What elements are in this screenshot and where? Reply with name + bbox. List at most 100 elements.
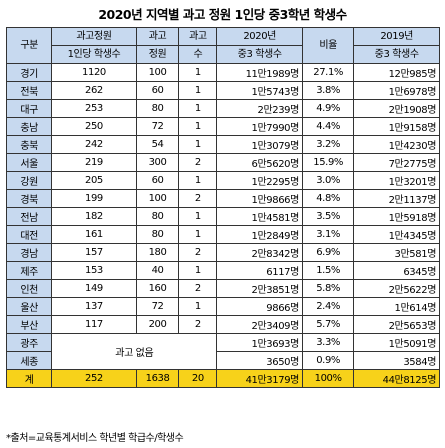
students-2020-cell: 6117명 bbox=[216, 261, 303, 280]
seats-cell: 80 bbox=[135, 99, 180, 118]
table-title: 2020년 지역별 과고 정원 1인당 중3학년 학생수 bbox=[98, 7, 347, 22]
per-seat-cell: 262 bbox=[51, 81, 137, 100]
header-2019-line2: 중3 학생수 bbox=[353, 45, 440, 64]
ratio-cell: 6.9% bbox=[301, 243, 355, 262]
table-row: 서울 219 300 2 6만5620명 15.9% 7만2775명 bbox=[5, 153, 440, 172]
seats-cell: 300 bbox=[135, 153, 180, 172]
seats-cell: 200 bbox=[135, 315, 180, 334]
per-seat-cell: 242 bbox=[51, 135, 137, 154]
region-cell: 인천 bbox=[5, 279, 53, 298]
students-2019-cell: 1만3201명 bbox=[353, 171, 440, 190]
region-cell: 부산 bbox=[5, 315, 53, 334]
students-2019-cell: 1만614명 bbox=[353, 297, 440, 316]
total-seats: 1638 bbox=[135, 369, 180, 388]
per-seat-cell: 199 bbox=[51, 189, 137, 208]
table-body: 경기 1120 100 1 11만1989명 27.1% 12만985명 전북 262 60 1 1… bbox=[5, 63, 440, 388]
source-note: *출처=교육통계서비스 학년별 학급수/학생수 bbox=[6, 433, 184, 444]
ratio-cell: 2.4% bbox=[301, 297, 355, 316]
total-row: 계 252 1638 20 41만3179명 100% 44만8125명 bbox=[5, 369, 440, 388]
students-2020-cell: 1만5743명 bbox=[216, 81, 303, 100]
region-cell: 전북 bbox=[5, 81, 53, 100]
table-row: 울산 137 72 1 9866명 2.4% 1만614명 bbox=[5, 297, 440, 316]
students-2020-cell: 3650명 bbox=[216, 351, 303, 370]
region-cell: 울산 bbox=[5, 297, 53, 316]
ratio-cell: 3.2% bbox=[301, 135, 355, 154]
header-per-seat-line1: 과고정원 bbox=[51, 27, 137, 46]
header-seats-line2: 정원 bbox=[135, 45, 180, 64]
students-2019-cell: 1만9158명 bbox=[353, 117, 440, 136]
region-cell: 제주 bbox=[5, 261, 53, 280]
table-row: 강원 205 60 1 1만2295명 3.0% 1만3201명 bbox=[5, 171, 440, 190]
count-cell: 1 bbox=[178, 117, 218, 136]
header-count-line1: 과고 bbox=[178, 27, 218, 46]
count-cell: 1 bbox=[178, 99, 218, 118]
table-row: 충북 242 54 1 1만3079명 3.2% 1만4230명 bbox=[5, 135, 440, 154]
total-students-2019: 44만8125명 bbox=[353, 369, 440, 388]
seats-cell: 160 bbox=[135, 279, 180, 298]
table-header: 구분 과고정원 과고 과고 2020년 비율 2019년 1인당 학생수 정원 … bbox=[5, 27, 440, 64]
region-cell: 경북 bbox=[5, 189, 53, 208]
table-row-no-school: 광주 과고 없음 1만3693명 3.3% 1만5091명 bbox=[5, 333, 440, 370]
students-2020-cell: 2만8342명 bbox=[216, 243, 303, 262]
seats-cell: 80 bbox=[135, 207, 180, 226]
seats-cell: 60 bbox=[135, 81, 180, 100]
count-cell: 1 bbox=[178, 261, 218, 280]
students-2020-cell: 1만9866명 bbox=[216, 189, 303, 208]
students-2020-cell: 6만5620명 bbox=[216, 153, 303, 172]
ratio-cell: 1.5% bbox=[301, 261, 355, 280]
students-2019-cell: 1만4345명 bbox=[353, 225, 440, 244]
ratio-cell: 4.8% bbox=[301, 189, 355, 208]
count-cell: 1 bbox=[178, 207, 218, 226]
total-label: 계 bbox=[5, 369, 53, 388]
region-cell: 경기 bbox=[5, 63, 53, 82]
table-row: 대구 253 80 1 2만239명 4.9% 2만1908명 bbox=[5, 99, 440, 118]
students-2019-cell: 3584명 bbox=[353, 351, 440, 370]
students-2019-cell: 7만2775명 bbox=[353, 153, 440, 172]
ratio-cell: 0.9% bbox=[301, 351, 355, 370]
data-table: 구분 과고정원 과고 과고 2020년 비율 2019년 1인당 학생수 정원 … bbox=[5, 27, 440, 388]
ratio-cell: 15.9% bbox=[301, 153, 355, 172]
region-cell: 전남 bbox=[5, 207, 53, 226]
total-count: 20 bbox=[178, 369, 218, 388]
students-2020-cell: 1만3693명 bbox=[216, 333, 303, 352]
region-cell: 대전 bbox=[5, 225, 53, 244]
students-2020-cell: 9866명 bbox=[216, 297, 303, 316]
students-2020-cell: 2만3409명 bbox=[216, 315, 303, 334]
per-seat-cell: 182 bbox=[51, 207, 137, 226]
students-2019-cell: 1만5091명 bbox=[353, 333, 440, 352]
ratio-cell: 3.8% bbox=[301, 81, 355, 100]
per-seat-cell: 153 bbox=[51, 261, 137, 280]
table-row: 전남 182 80 1 1만4581명 3.5% 1만5918명 bbox=[5, 207, 440, 226]
header-2020-line2: 중3 학생수 bbox=[216, 45, 303, 64]
students-2020-cell: 11만1989명 bbox=[216, 63, 303, 82]
students-2020-cell: 1만7990명 bbox=[216, 117, 303, 136]
region-cell: 강원 bbox=[5, 171, 53, 190]
seats-cell: 54 bbox=[135, 135, 180, 154]
students-2019-cell: 2만5622명 bbox=[353, 279, 440, 298]
table-row: 충남 250 72 1 1만7990명 4.4% 1만9158명 bbox=[5, 117, 440, 136]
region-cell: 대구 bbox=[5, 99, 53, 118]
no-school-cell: 과고 없음 bbox=[51, 333, 218, 370]
ratio-cell: 5.7% bbox=[301, 315, 355, 334]
ratio-cell: 3.0% bbox=[301, 171, 355, 190]
seats-cell: 40 bbox=[135, 261, 180, 280]
header-region: 구분 bbox=[5, 27, 53, 64]
total-students-2020: 41만3179명 bbox=[216, 369, 303, 388]
ratio-cell: 4.9% bbox=[301, 99, 355, 118]
students-2019-cell: 3만581명 bbox=[353, 243, 440, 262]
count-cell: 2 bbox=[178, 243, 218, 262]
count-cell: 1 bbox=[178, 225, 218, 244]
seats-cell: 80 bbox=[135, 225, 180, 244]
students-2019-cell: 6345명 bbox=[353, 261, 440, 280]
students-2020-cell: 2만239명 bbox=[216, 99, 303, 118]
count-cell: 2 bbox=[178, 153, 218, 172]
ratio-cell: 4.4% bbox=[301, 117, 355, 136]
students-2019-cell: 12만985명 bbox=[353, 63, 440, 82]
per-seat-cell: 137 bbox=[51, 297, 137, 316]
students-2019-cell: 2만1137명 bbox=[353, 189, 440, 208]
per-seat-cell: 161 bbox=[51, 225, 137, 244]
per-seat-cell: 219 bbox=[51, 153, 137, 172]
students-2020-cell: 1만2295명 bbox=[216, 171, 303, 190]
ratio-cell: 27.1% bbox=[301, 63, 355, 82]
students-2019-cell: 1만4230명 bbox=[353, 135, 440, 154]
